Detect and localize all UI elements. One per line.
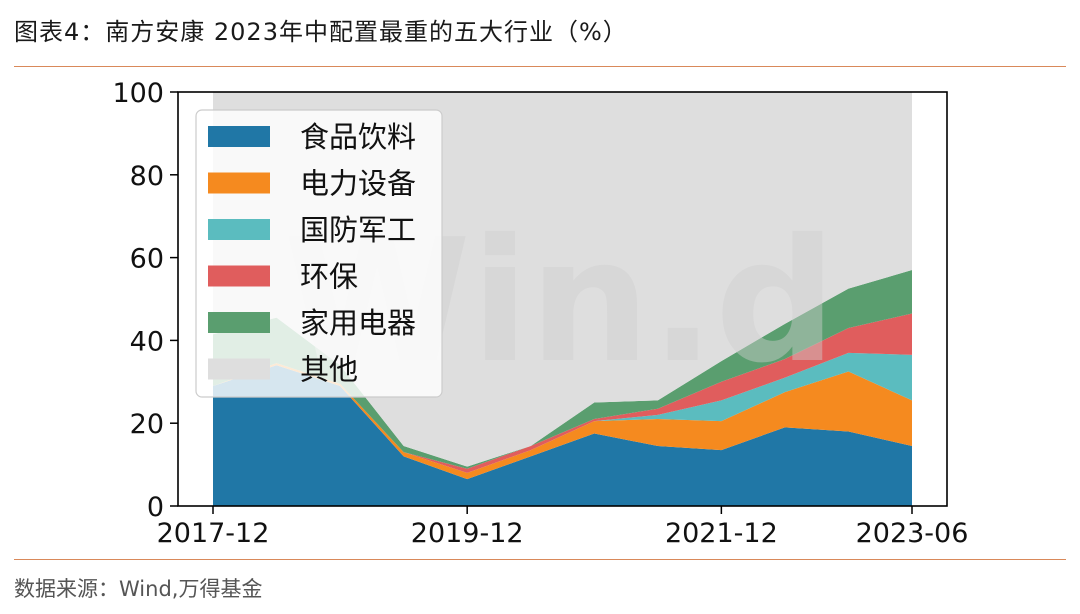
y-tick-label: 80: [130, 161, 164, 192]
y-tick-label: 40: [130, 326, 164, 357]
area-series-5: [213, 270, 912, 469]
legend-swatch: [208, 172, 270, 194]
legend-swatch: [208, 219, 270, 240]
y-tick-label: 60: [130, 244, 164, 275]
area-series-2: [213, 363, 912, 480]
legend-swatch: [208, 126, 270, 147]
area-series-1: [213, 365, 912, 506]
x-tick-label: 2019-12: [411, 518, 524, 549]
area-series-3: [213, 352, 912, 473]
legend-label: 环保: [300, 260, 358, 294]
legend-swatch: [208, 265, 270, 287]
chart-title: 图表4：南方安康 2023年中配置最重的五大行业（%）: [14, 18, 628, 46]
legend-label: 其他: [300, 353, 358, 387]
legend-swatch: [208, 358, 270, 380]
x-tick-label: 2023-06: [856, 518, 969, 549]
bottom-divider: [14, 559, 1066, 560]
legend-label: 电力设备: [300, 167, 416, 201]
data-source: 数据来源：Wind,万得基金: [14, 577, 263, 601]
legend-label: 家用电器: [300, 306, 416, 340]
y-tick-label: 0: [147, 492, 164, 523]
legend-swatch: [208, 312, 270, 333]
x-tick-label: 2017-12: [157, 518, 270, 549]
top-divider: [14, 66, 1066, 67]
legend-label: 食品饮料: [300, 120, 416, 154]
axes: 0 20 40 60 80 100 2017-12 2019-12 2021-12 2023-06: [112, 78, 968, 549]
plot-frame: [177, 91, 948, 507]
legend-label: 国防军工: [300, 213, 416, 247]
x-tick-label: 2021-12: [665, 518, 778, 549]
y-tick-label: 100: [112, 78, 164, 109]
y-tick-label: 20: [130, 409, 164, 440]
